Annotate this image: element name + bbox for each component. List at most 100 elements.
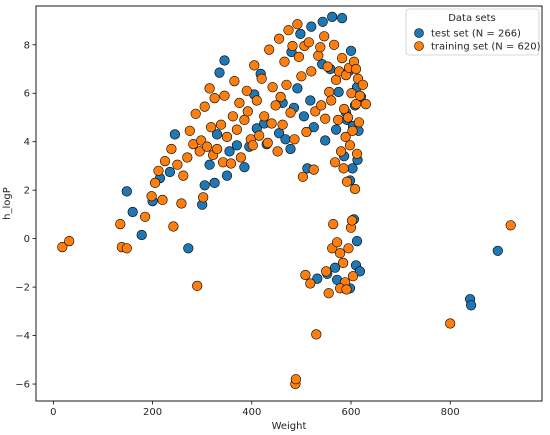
test-set-point [351,236,363,247]
training-set-point [259,111,270,122]
training-set-point [330,157,341,168]
y-tick-label: −4 [15,331,30,342]
test-set-point [221,170,233,181]
training-set-point [159,156,171,167]
training-set-point [140,211,151,222]
test-set-point [327,11,338,22]
training-set-point [347,271,359,282]
x-tick-label: 400 [242,407,261,418]
training-set-point [306,66,317,77]
test-set-point [239,162,250,173]
training-set-point [289,134,300,145]
training-set-point [329,39,340,50]
legend-title: Data sets [448,13,496,24]
legend: Data sets test set (N = 266) training se… [405,8,541,56]
training-set-point [115,219,126,230]
test-set-point [199,180,210,191]
training-set-point [339,103,350,115]
test-set-point [292,83,303,94]
training-set-point [204,83,215,94]
plot-area [35,5,543,402]
test-set-point [320,135,331,146]
training-set-point [190,108,201,119]
training-set-point [266,118,277,129]
training-set-point [341,176,353,187]
training-set-point [305,278,316,289]
training-set-point [308,164,319,175]
legend-box [405,8,540,56]
training-set-point [234,97,245,108]
training-set-point [229,75,240,87]
y-axis-ticks: −6 −4 −2 0 2 4 6 8 [15,40,36,391]
training-set-point [346,215,358,226]
training-set-point [303,37,314,48]
training-set-point [262,137,273,148]
training-set-point [168,221,179,232]
y-tick-label: 2 [24,186,30,197]
training-set-point [235,152,246,163]
training-set-point [341,284,352,295]
y-tick-label: 8 [24,40,30,51]
training-set-point [323,288,334,299]
training-set-point [247,140,258,151]
training-set-point [357,79,369,90]
training-set-point [270,100,281,111]
test-set-point [231,140,242,151]
test-set-point [331,124,342,135]
training-set-point [184,125,195,136]
training-set-point [153,165,164,176]
training-set-point [209,92,220,104]
training-set-point [346,88,357,99]
y-tick-label: 6 [24,89,30,100]
training-set-point [287,40,298,52]
test-set-point [280,134,291,145]
y-tick-label: 0 [24,234,30,245]
training-set-point [64,236,75,247]
training-set-point [192,280,203,292]
training-set-point [275,91,286,102]
training-set-point [297,171,309,182]
training-set-point [331,74,342,85]
training-set-point [157,194,168,205]
legend-marker-training-set [414,41,424,51]
training-set-point [445,318,456,329]
test-set-point [121,186,132,197]
test-set-point [305,95,316,106]
training-set-point [319,31,330,42]
x-axis-label: Weight [272,421,307,432]
test-set-point [345,45,357,56]
test-set-point [214,67,225,78]
test-set-point [183,243,194,254]
legend-label-training-set: training set (N = 620) [431,42,541,53]
training-set-point [272,146,283,157]
training-set-point [242,106,253,117]
training-set-point [274,33,285,44]
y-tick-label: −6 [15,380,30,391]
test-set-point [212,129,223,140]
training-set-point [231,124,242,135]
data-points [57,11,516,390]
training-set-point [315,42,326,53]
training-set-point [264,44,275,55]
training-set-point [172,159,183,170]
x-tick-label: 600 [341,407,360,418]
legend-marker-test-set [414,28,424,38]
test-set-point [285,143,296,155]
training-set-point [251,95,262,106]
test-set-point [136,229,147,241]
training-set-point [267,82,278,93]
training-set-point [338,257,349,269]
training-set-point [349,183,361,195]
training-set-point [505,220,516,231]
training-set-point [166,143,177,155]
training-set-point [360,98,372,110]
test-set-point [204,159,215,170]
test-set-point [224,146,235,157]
training-set-point [321,266,332,277]
training-set-point [328,219,339,230]
test-set-point [295,28,306,40]
test-set-point [466,300,477,311]
x-axis-ticks: 0 200 400 600 800 [50,401,460,418]
legend-label-test-set: test set (N = 266) [431,29,521,40]
